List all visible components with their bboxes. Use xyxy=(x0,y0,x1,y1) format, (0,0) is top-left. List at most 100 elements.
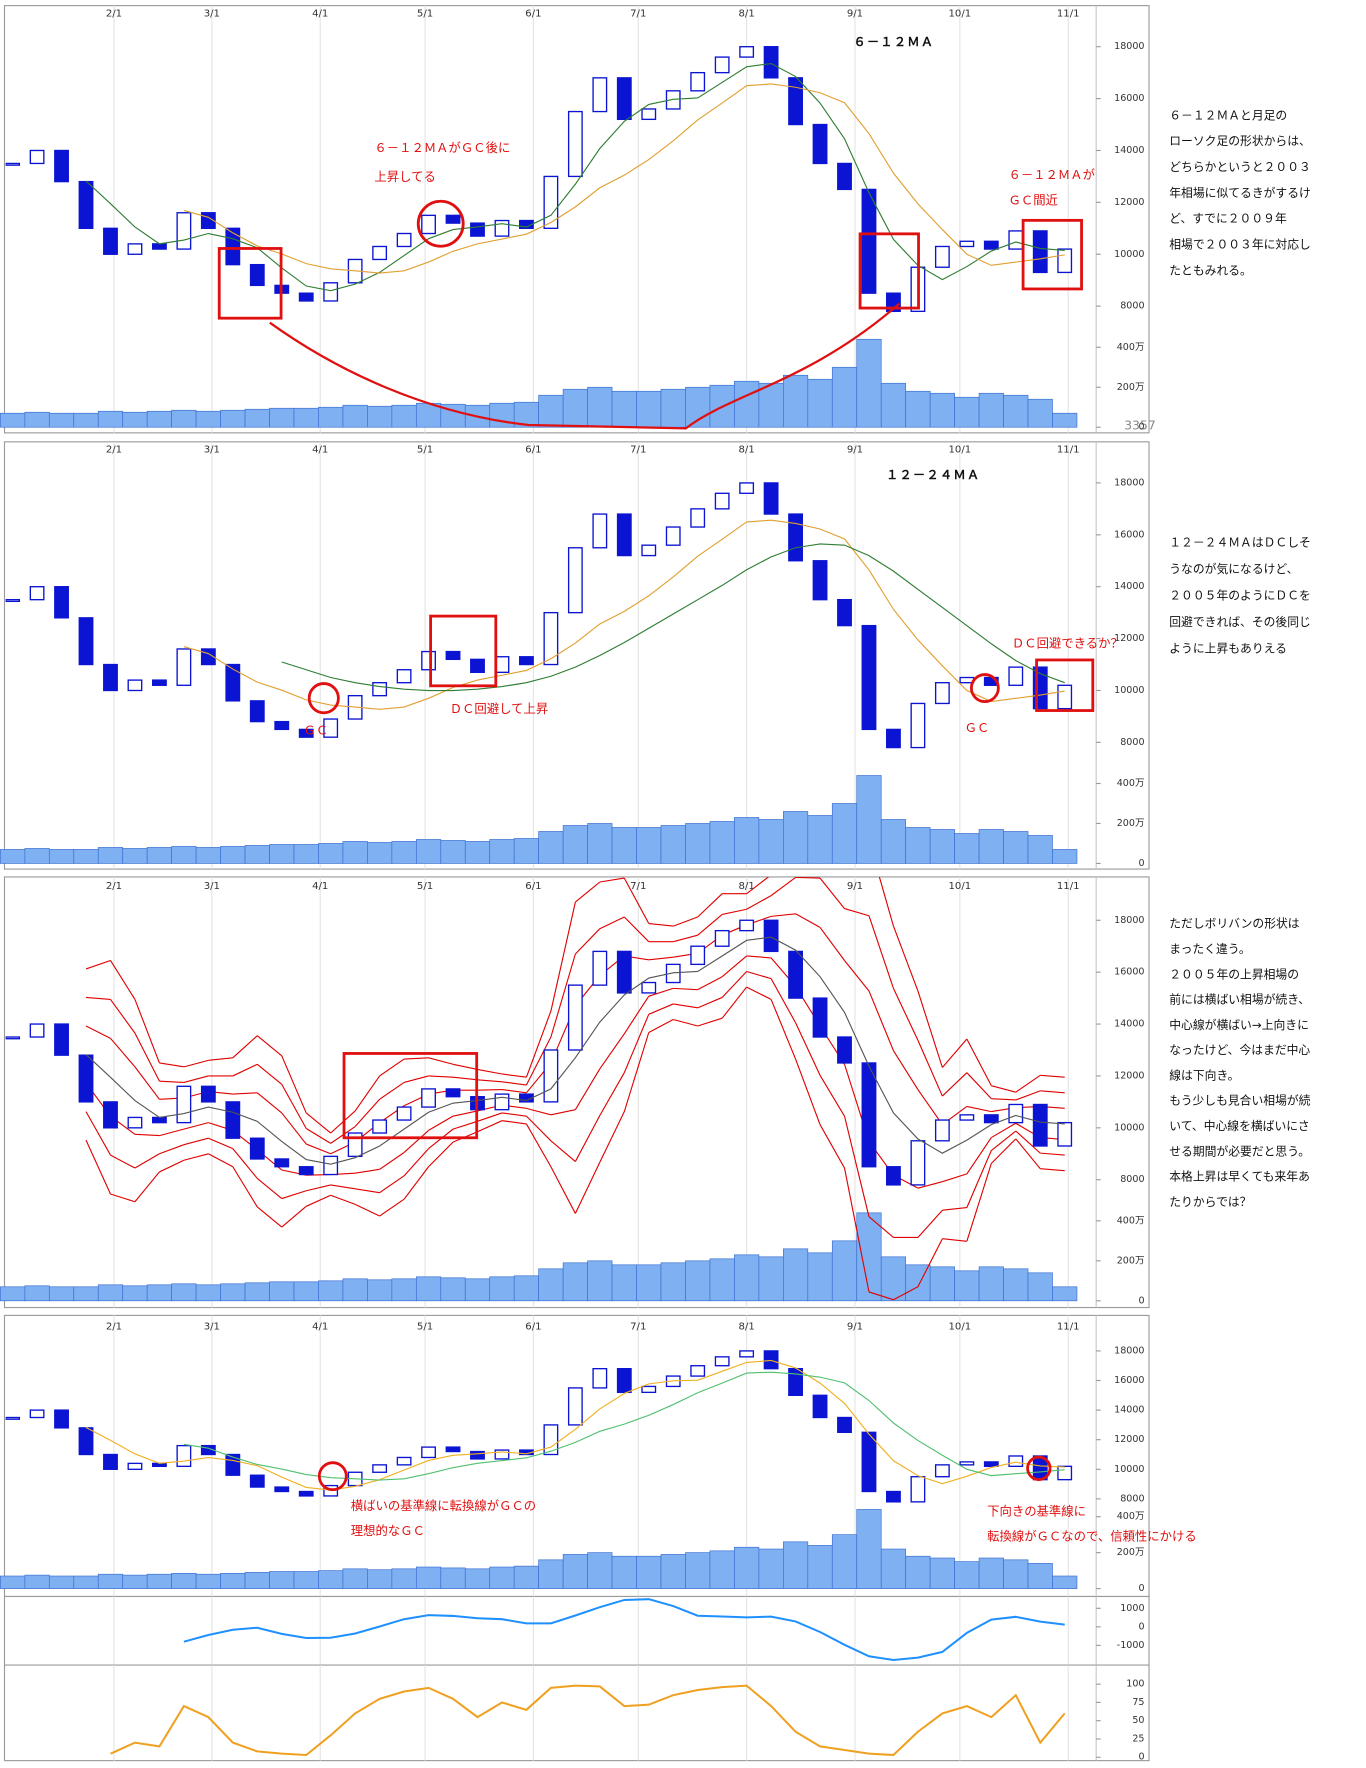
volume-bar xyxy=(783,374,809,428)
volume-bar xyxy=(783,1541,809,1589)
volume-bar xyxy=(880,1256,907,1302)
ma-line xyxy=(183,519,1065,710)
x-tick-label: 7/1 xyxy=(630,881,646,892)
candle xyxy=(739,919,755,932)
volume-bar xyxy=(734,380,760,428)
volume-bar xyxy=(464,1278,491,1302)
volume-bar xyxy=(367,405,393,428)
volume-bar xyxy=(978,829,1004,864)
side-note: 線は下向き。 xyxy=(1169,1068,1239,1082)
bollinger-band xyxy=(525,1123,552,1168)
candle xyxy=(959,240,975,248)
bollinger-band xyxy=(673,934,698,943)
bollinger-band xyxy=(795,876,821,879)
bollinger-band xyxy=(623,1032,650,1112)
chart-title: １２－２４ＭＡ xyxy=(886,468,980,482)
y-tick-label: 14000 xyxy=(1114,145,1144,156)
bollinger-band xyxy=(697,893,723,918)
candle xyxy=(323,718,339,738)
highlight-circle xyxy=(307,682,340,715)
bollinger-band xyxy=(868,915,894,989)
candle xyxy=(54,586,69,619)
y-tick-label: 10000 xyxy=(1114,249,1144,260)
volume-bar xyxy=(954,1270,980,1302)
side-note: たりからでは？ xyxy=(1169,1195,1251,1209)
bollinger-band xyxy=(1015,1074,1041,1093)
bollinger-band xyxy=(819,1075,845,1117)
candle xyxy=(445,1088,461,1098)
y2-tick-label: 200万 xyxy=(1117,1255,1145,1266)
bollinger-band xyxy=(721,971,748,998)
candle xyxy=(372,1119,388,1134)
ma-line xyxy=(85,1359,1065,1491)
y-tick-label: 10000 xyxy=(1114,1122,1144,1133)
volume-bar xyxy=(391,404,417,428)
bollinger-band xyxy=(1015,1130,1041,1154)
bollinger-band xyxy=(403,1075,429,1083)
x-tick-label: 4/1 xyxy=(312,8,328,19)
x-tick-label: 6/1 xyxy=(525,881,541,892)
volume-bar xyxy=(978,1266,1004,1302)
bollinger-band xyxy=(306,1143,331,1155)
volume-bar xyxy=(611,827,637,864)
candle xyxy=(886,1166,901,1186)
bollinger-band xyxy=(477,1079,503,1083)
y-tick-label: 16000 xyxy=(1114,529,1144,540)
candle xyxy=(396,232,412,248)
volume-bar xyxy=(0,412,26,428)
x-tick-label: 7/1 xyxy=(630,1322,646,1333)
texts: 2/1 3/1 4/1 5/1 6/1 7/1 8/1 9/1 10/1 11/180001000… xyxy=(106,8,1311,1762)
volume-bar xyxy=(440,1277,466,1302)
candle xyxy=(29,1409,45,1419)
volume-bar xyxy=(538,1559,564,1589)
volume-bar xyxy=(978,1557,1004,1589)
ma-line xyxy=(183,83,1065,274)
bollinger-band xyxy=(428,1075,454,1078)
volume-bar xyxy=(660,1554,686,1589)
volume-bar xyxy=(1052,849,1078,864)
y-tick-label: 18000 xyxy=(1114,1345,1144,1356)
side-note: 前には横ばい相場が続き、 xyxy=(1169,993,1310,1007)
candle xyxy=(176,212,192,250)
ma-line xyxy=(85,62,1065,292)
candle xyxy=(103,227,118,255)
candle xyxy=(127,679,143,692)
volume-bar xyxy=(1052,1286,1078,1302)
volume-bar xyxy=(146,410,172,428)
indicator-line xyxy=(110,1684,1066,1757)
highlight-box xyxy=(858,232,920,310)
y-tick-label: 14000 xyxy=(1114,1019,1144,1030)
volume-bar xyxy=(929,1557,955,1589)
candle xyxy=(788,513,803,562)
bollinger-band xyxy=(990,1138,1017,1164)
bollinger-band xyxy=(697,1017,723,1027)
bollinger-band xyxy=(623,916,650,943)
volume-bar xyxy=(48,849,75,864)
candle xyxy=(78,617,94,666)
x-tick-label: 8/1 xyxy=(738,8,754,19)
annotation: ＤＣ回避して上昇 xyxy=(450,702,549,716)
side-note: どちらかというと２００３ xyxy=(1169,160,1311,174)
bollinger-band xyxy=(648,1019,674,1033)
volume-bar xyxy=(318,1570,344,1589)
bollinger-band xyxy=(550,901,576,1012)
side-note: ２００５年の上昇相場の xyxy=(1169,967,1299,981)
candle xyxy=(641,544,657,557)
bollinger-band xyxy=(966,1072,992,1100)
bollinger-band xyxy=(673,1018,698,1027)
volume-bar xyxy=(489,839,515,864)
panel-frame xyxy=(3,1595,1150,1666)
y-tick-label: 16000 xyxy=(1114,1375,1144,1386)
candle xyxy=(396,1456,412,1466)
candle xyxy=(445,214,461,224)
candle xyxy=(690,1365,706,1377)
x-tick-label: 4/1 xyxy=(312,445,328,456)
volume-bar xyxy=(734,1254,760,1302)
bollinger-band xyxy=(697,914,723,936)
volume-bar xyxy=(831,1240,858,1302)
candle xyxy=(1057,248,1073,274)
candle xyxy=(543,1424,559,1456)
candle xyxy=(788,1367,803,1396)
volume-bar xyxy=(660,825,686,864)
candle xyxy=(29,1023,45,1038)
